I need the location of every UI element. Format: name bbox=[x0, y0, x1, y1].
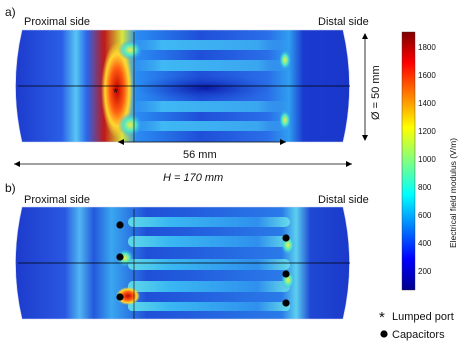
capacitor-legend-dot bbox=[380, 330, 388, 338]
panel-a-distal-title: Distal side bbox=[318, 16, 369, 28]
colorbar-tick: 600 bbox=[418, 211, 432, 220]
panel-b-cylinder-outline bbox=[15, 206, 350, 320]
capacitor-dot bbox=[282, 234, 290, 242]
panel-b-label: b) bbox=[5, 181, 16, 195]
capacitors-legend-label: Capacitors bbox=[392, 329, 445, 341]
panel-b-proximal-title: Proximal side bbox=[24, 194, 90, 206]
colorbar-tick: 1200 bbox=[418, 127, 436, 136]
panel-a-label: a) bbox=[5, 5, 16, 19]
colorbar-tick: 1400 bbox=[418, 99, 436, 108]
lumped-port-marker-a: * bbox=[113, 85, 118, 100]
panel-b-field-map bbox=[15, 207, 350, 319]
colorbar-tick: 1800 bbox=[418, 43, 436, 52]
panel-a: a) Proximal side Distal side * bbox=[5, 5, 382, 184]
width-label: 56 mm bbox=[183, 149, 217, 161]
panel-b: b) Proximal side Distal side bbox=[5, 181, 369, 320]
colorbar: 1800 1600 1400 1200 1000 800 600 400 200… bbox=[401, 31, 458, 291]
panel-b-distal-title: Distal side bbox=[318, 194, 369, 206]
panel-a-proximal-title: Proximal side bbox=[24, 16, 90, 28]
panel-a-cylinder-outline bbox=[15, 29, 350, 143]
panel-a-field-map bbox=[15, 30, 350, 142]
colorbar-tick: 800 bbox=[418, 183, 432, 192]
colorbar-gradient bbox=[401, 31, 416, 291]
capacitor-dot bbox=[116, 221, 124, 229]
legend: * Lumped port Capacitors bbox=[379, 309, 454, 341]
colorbar-ticks: 1800 1600 1400 1200 1000 800 600 400 200 bbox=[418, 43, 436, 276]
colorbar-tick: 1000 bbox=[418, 155, 436, 164]
diameter-label: Ø = 50 mm bbox=[370, 65, 382, 120]
colorbar-tick: 200 bbox=[418, 267, 432, 276]
colorbar-tick: 1600 bbox=[418, 71, 436, 80]
colorbar-tick: 400 bbox=[418, 239, 432, 248]
capacitor-dot bbox=[116, 293, 124, 301]
colorbar-title: Electrical field modulus (V/m) bbox=[448, 138, 458, 248]
length-label: H = 170 mm bbox=[163, 172, 223, 184]
lumped-port-legend-symbol: * bbox=[379, 309, 385, 326]
capacitor-dot bbox=[116, 253, 124, 261]
capacitor-dot bbox=[282, 299, 290, 307]
capacitor-dot bbox=[282, 270, 290, 278]
lumped-port-legend-label: Lumped port bbox=[392, 311, 454, 323]
